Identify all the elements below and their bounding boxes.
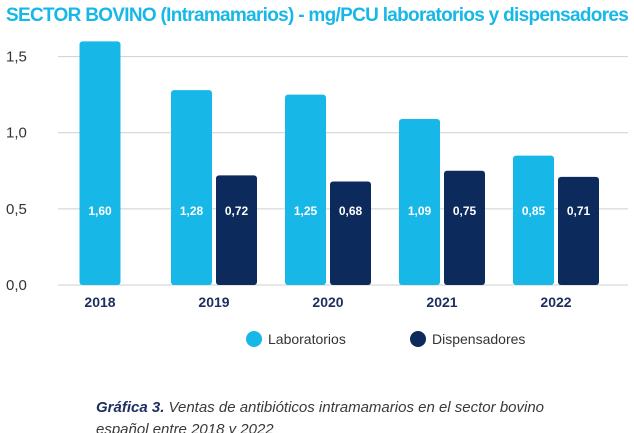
data-label: 1,28 [180,204,204,218]
bar [399,119,440,285]
bar [171,90,212,285]
bar [330,181,371,285]
figure-caption: Gráfica 3. Ventas de antibióticos intram… [96,397,596,433]
x-tick-label: 2022 [540,294,571,310]
x-tick-label: 2018 [84,294,115,310]
data-label: 0,75 [453,204,477,218]
y-tick-label: 1,0 [6,125,27,142]
x-tick-label: 2020 [312,294,343,310]
data-label: 0,85 [522,204,546,218]
bar [558,176,599,285]
x-tick-label: 2019 [198,294,229,310]
data-label: 0,68 [339,204,363,218]
legend-swatch-laboratorios [246,331,262,347]
bar [285,94,326,285]
caption-label: Gráfica 3. [96,399,165,416]
bar [216,175,257,285]
legend-swatch-dispensadores [410,331,426,347]
legend-item-laboratorios: Laboratorios [246,331,346,347]
data-label: 0,72 [225,204,249,218]
legend-item-dispensadores: Dispensadores [410,331,525,347]
bar-chart: 0,0 0,5 1,0 1,5 1,60 2018 1,28 0,72 2019 1,25 0,68… [6,41,628,310]
chart-title: SECTOR BOVINO (Intramamarios) - mg/PCU l… [6,5,629,26]
bar [444,170,485,285]
y-tick-label: 1,5 [6,49,27,66]
data-label: 1,60 [88,204,112,218]
bar [79,41,121,285]
legend-label-dispensadores: Dispensadores [432,331,526,347]
caption-text: Ventas de antibióticos intramamarios en … [96,399,545,433]
bar [513,155,554,285]
data-label: 1,25 [294,204,318,218]
data-label: 0,71 [567,204,591,218]
y-tick-label: 0,5 [6,201,27,218]
y-tick-label: 0,0 [6,277,27,294]
x-tick-label: 2021 [426,294,457,310]
data-label: 1,09 [408,204,432,218]
legend-label-laboratorios: Laboratorios [268,331,346,347]
